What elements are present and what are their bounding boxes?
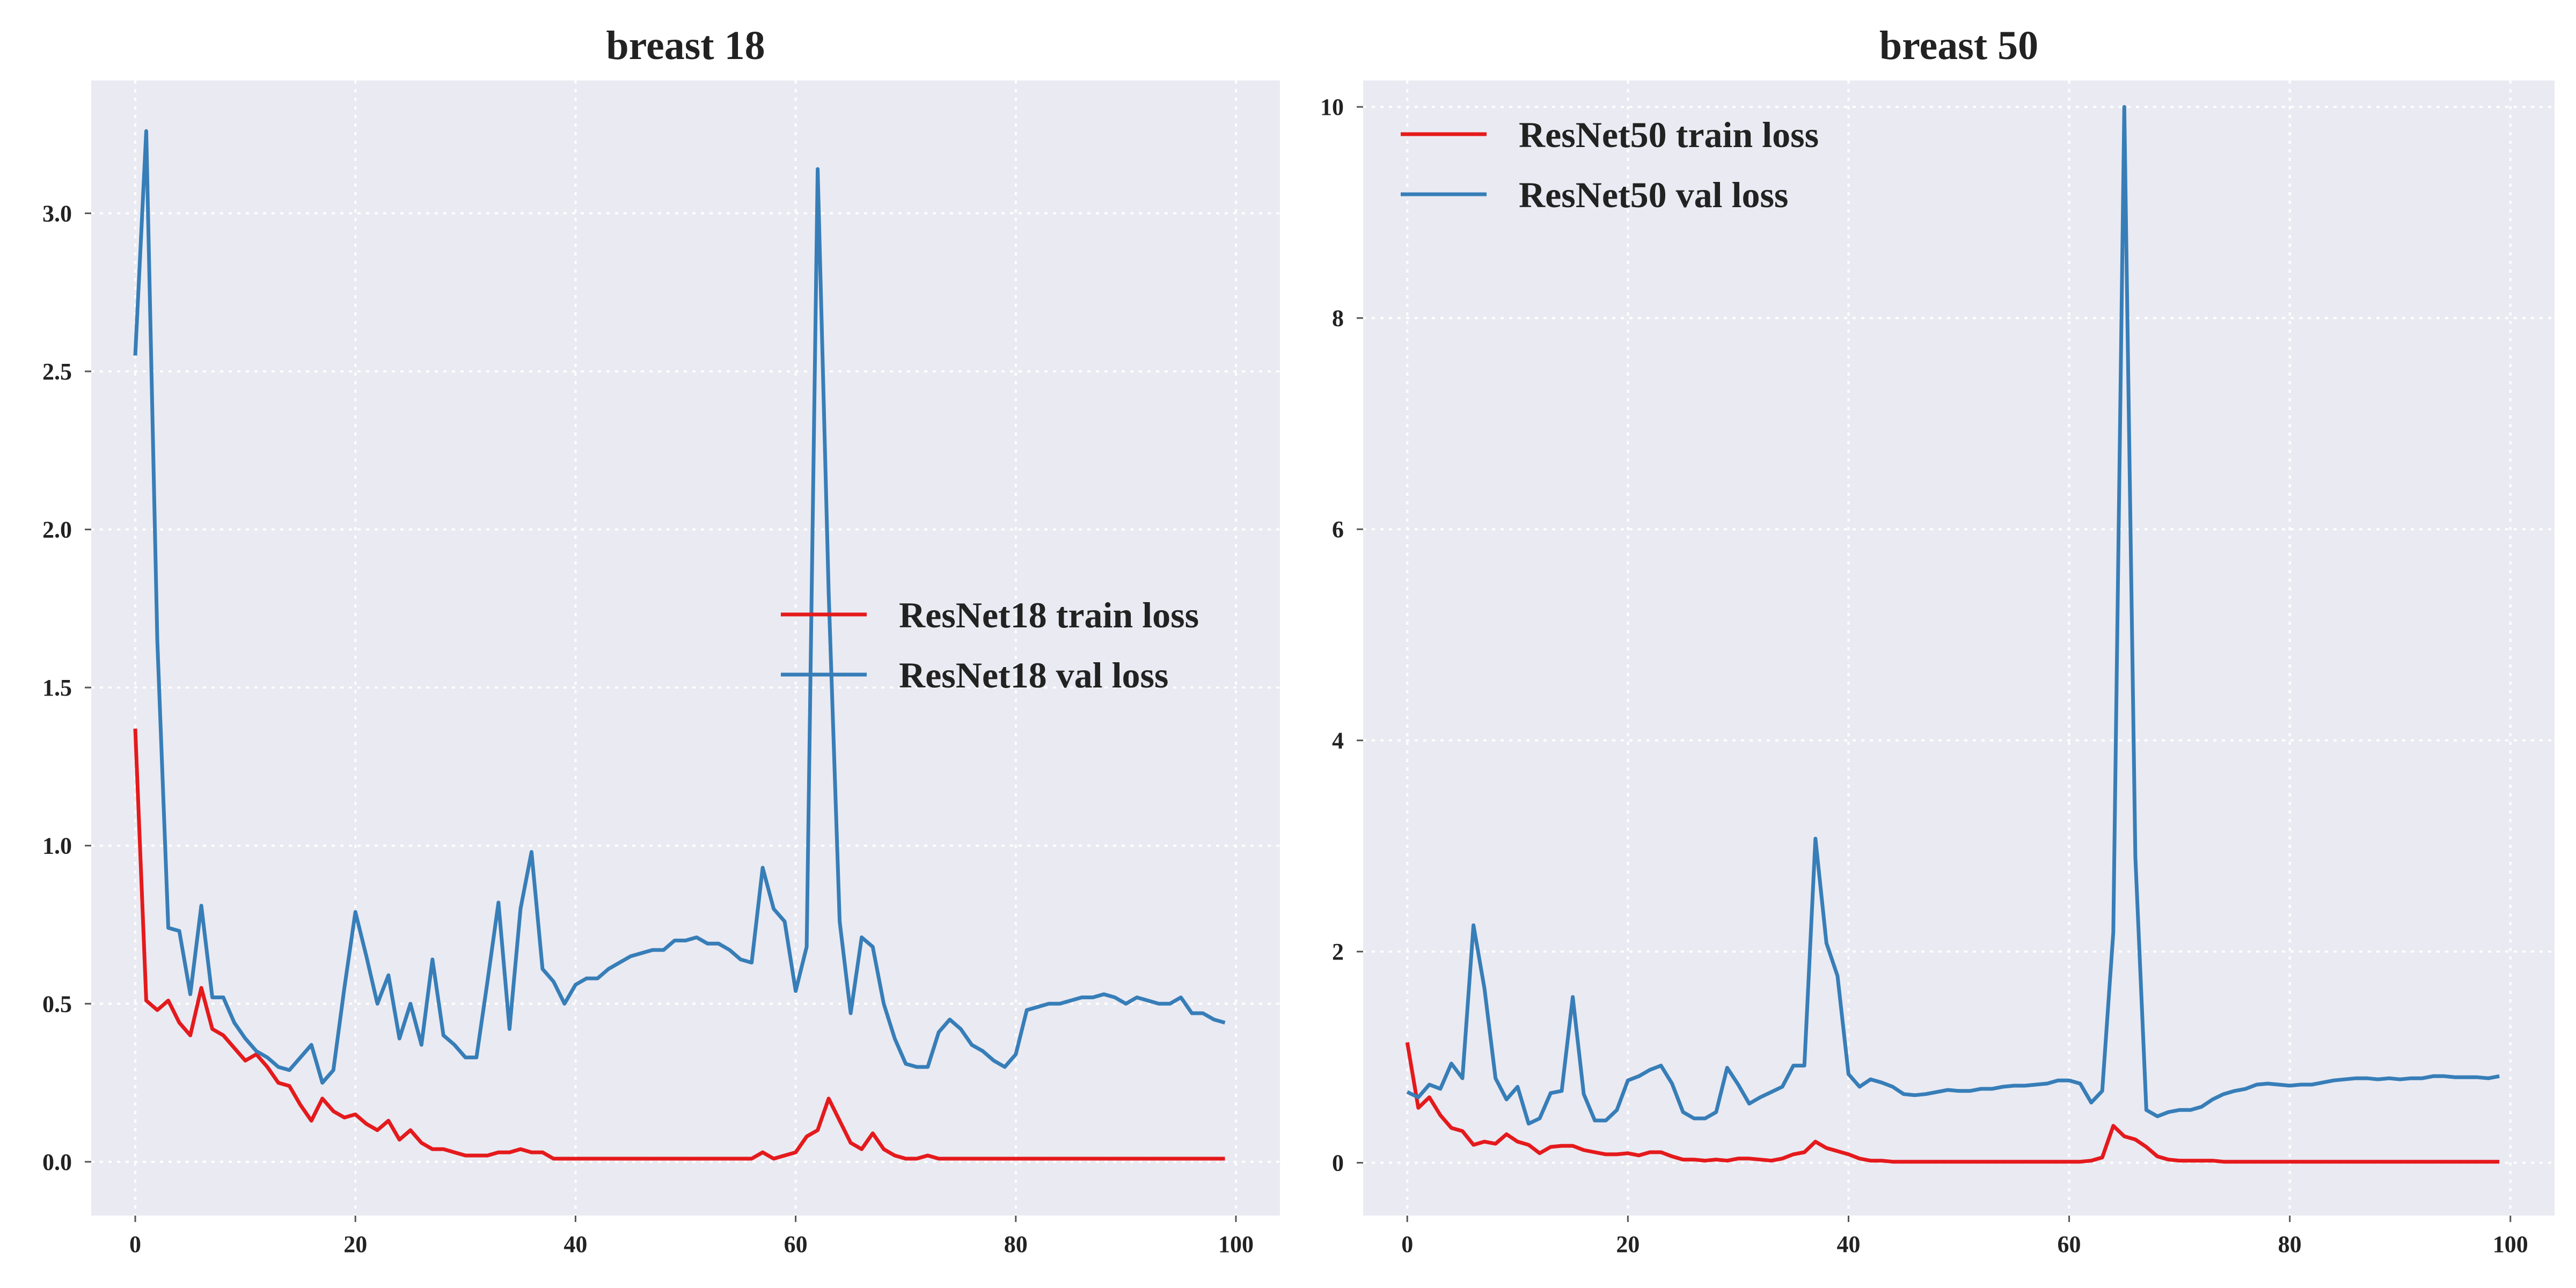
y-tick-label: 1.0 xyxy=(42,833,72,859)
plot-area xyxy=(91,80,1280,1216)
x-tick-label: 100 xyxy=(1218,1231,1254,1257)
x-tick-label: 80 xyxy=(2278,1231,2302,1257)
y-tick-label: 3.0 xyxy=(42,200,72,226)
legend-label: ResNet18 train loss xyxy=(899,595,1199,635)
val-loss-line xyxy=(133,129,1226,1085)
x-tick-label: 20 xyxy=(1616,1231,1640,1257)
legend-label: ResNet50 train loss xyxy=(1519,114,1819,155)
y-tick-label: 1.5 xyxy=(42,675,72,701)
y-tick-label: 8 xyxy=(1332,305,1344,332)
legend-label: ResNet18 val loss xyxy=(899,655,1168,696)
val-loss-line xyxy=(1406,105,2500,1126)
x-tick-label: 40 xyxy=(564,1231,587,1257)
y-tick-label: 2 xyxy=(1332,939,1344,965)
x-tick-label: 80 xyxy=(1004,1231,1028,1257)
legend: ResNet18 train loss ResNet18 val loss xyxy=(781,595,1199,696)
plot-area xyxy=(1363,80,2555,1216)
train-loss-line xyxy=(1405,1042,2500,1164)
y-tick-label: 2.5 xyxy=(42,358,72,385)
chart-panel-1: breast 18 0 20 40 60 80 100 0.0 0.5 1.0 1.5 2.0 2.5 3… xyxy=(42,23,1280,1257)
chart-title: breast 50 xyxy=(1879,23,2038,68)
x-tick-label: 60 xyxy=(2058,1231,2081,1257)
legend-label: ResNet50 val loss xyxy=(1519,174,1788,215)
y-tick-label: 0.5 xyxy=(42,991,72,1017)
train-loss-line xyxy=(133,728,1225,1161)
x-tick-label: 0 xyxy=(129,1231,141,1257)
y-tick-label: 0 xyxy=(1332,1150,1344,1176)
x-tick-label: 100 xyxy=(2493,1231,2528,1257)
y-tick-label: 2.0 xyxy=(42,517,72,543)
y-tick-label: 0.0 xyxy=(42,1149,72,1175)
x-tick-label: 40 xyxy=(1836,1231,1860,1257)
y-tick-label: 6 xyxy=(1332,516,1344,543)
x-tick-label: 20 xyxy=(343,1231,367,1257)
x-tick-label: 0 xyxy=(1401,1231,1413,1257)
x-tick-label: 60 xyxy=(784,1231,808,1257)
chart-title: breast 18 xyxy=(606,23,765,68)
legend: ResNet50 train loss ResNet50 val loss xyxy=(1401,114,1819,215)
chart-panel-2: breast 50 0 20 40 60 80 100 0 2 4 6 8 10 ResNet50 tra… xyxy=(1320,23,2555,1257)
y-tick-label: 10 xyxy=(1320,94,1344,120)
y-tick-label: 4 xyxy=(1332,728,1344,754)
